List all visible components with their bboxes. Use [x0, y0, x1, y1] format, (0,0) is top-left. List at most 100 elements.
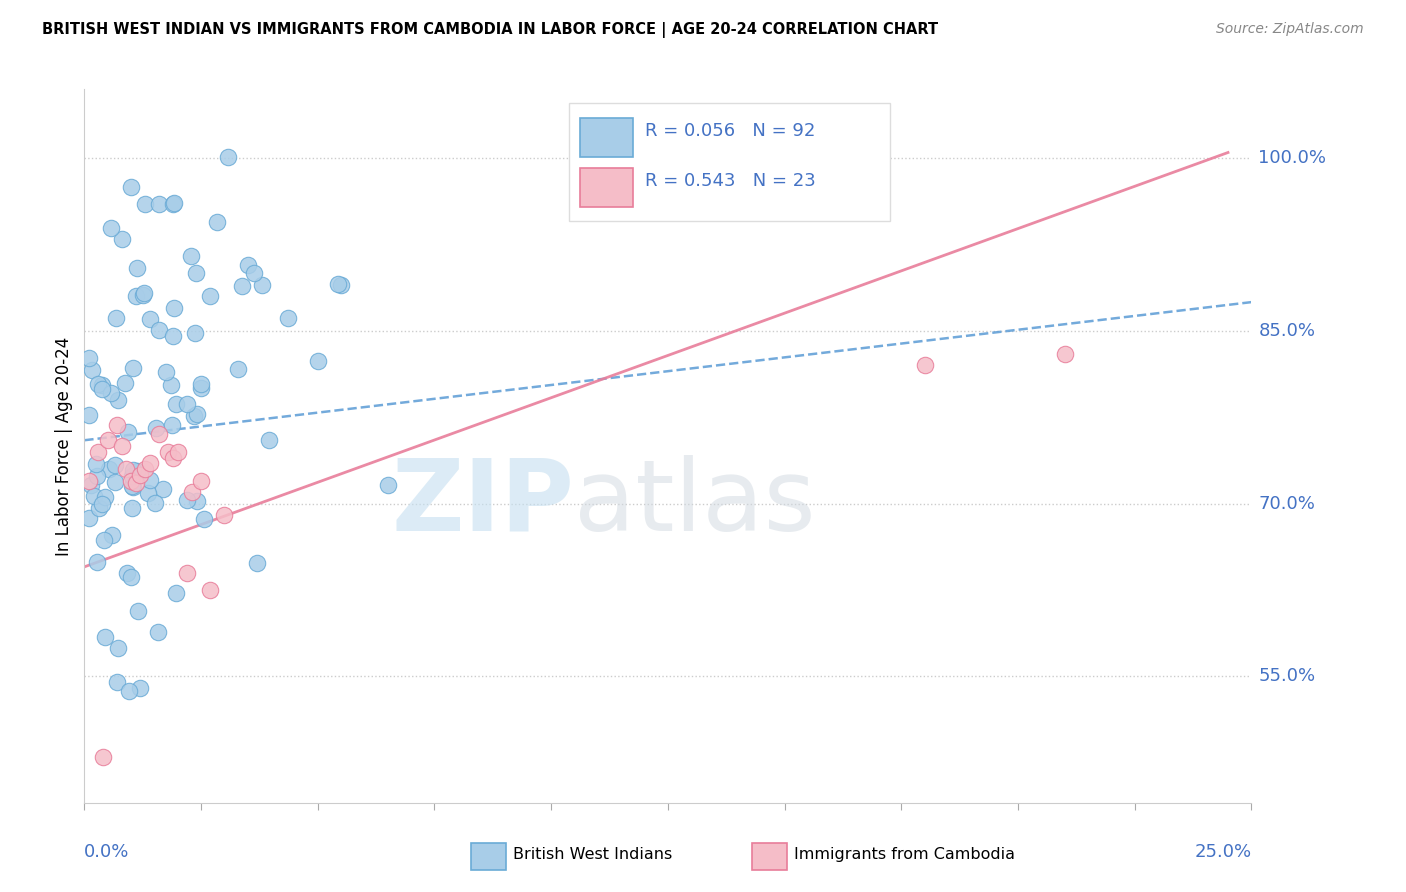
Point [114, 376, 136, 390]
Point [183, 326, 205, 340]
Point [129, 467, 152, 482]
Point [77, 511, 100, 525]
Point [136, 486, 159, 500]
Point [80, 478, 103, 492]
Point [91, 497, 114, 511]
Point [183, 409, 205, 423]
Point [107, 640, 129, 655]
Point [176, 397, 198, 411]
Point [77, 351, 100, 365]
Point [132, 285, 155, 300]
Point [77, 474, 100, 488]
Point [180, 249, 202, 263]
Text: R = 0.056   N = 92: R = 0.056 N = 92 [644, 121, 815, 139]
Point [101, 528, 124, 542]
Point [138, 456, 160, 470]
Point [121, 500, 143, 515]
Point [105, 310, 128, 325]
Point [104, 475, 127, 489]
Text: atlas: atlas [575, 455, 815, 551]
Point [132, 287, 155, 301]
Text: British West Indians: British West Indians [513, 847, 672, 863]
Point [162, 450, 184, 465]
Point [86, 469, 108, 483]
Point [120, 180, 142, 194]
Point [190, 381, 212, 395]
Point [190, 377, 212, 392]
Point [163, 301, 186, 315]
Point [121, 479, 143, 493]
Point [186, 493, 208, 508]
Text: ZIP: ZIP [392, 455, 575, 551]
Point [145, 421, 167, 435]
Text: 70.0%: 70.0% [1258, 494, 1315, 513]
Point [377, 478, 399, 492]
Point [246, 557, 269, 571]
Point [122, 480, 145, 494]
Point [243, 267, 266, 281]
Point [125, 475, 148, 490]
Point [200, 582, 222, 597]
Y-axis label: In Labor Force | Age 20-24: In Labor Force | Age 20-24 [55, 336, 73, 556]
Text: R = 0.543   N = 23: R = 0.543 N = 23 [644, 171, 815, 189]
Point [139, 473, 162, 487]
Point [105, 418, 128, 433]
Point [82, 363, 104, 377]
Point [146, 624, 169, 639]
Point [97, 434, 120, 448]
FancyBboxPatch shape [568, 103, 890, 221]
Point [125, 289, 148, 303]
FancyBboxPatch shape [581, 168, 633, 207]
Point [277, 310, 299, 325]
Point [104, 458, 127, 472]
FancyBboxPatch shape [581, 118, 633, 157]
Point [107, 393, 129, 408]
Point [162, 197, 184, 211]
Point [87, 501, 110, 516]
Point [200, 289, 222, 303]
Point [186, 407, 208, 421]
Point [105, 675, 128, 690]
Point [129, 681, 152, 695]
Point [193, 512, 215, 526]
Point [190, 474, 212, 488]
Point [205, 215, 228, 229]
Point [165, 586, 187, 600]
Point [127, 604, 149, 618]
Point [914, 359, 936, 373]
Point [100, 221, 122, 235]
Point [87, 444, 110, 458]
Point [214, 508, 236, 522]
Text: Immigrants from Cambodia: Immigrants from Cambodia [794, 847, 1015, 863]
Point [217, 150, 239, 164]
Point [186, 266, 208, 280]
Point [84, 457, 107, 471]
Point [257, 434, 280, 448]
Point [326, 277, 349, 291]
Point [121, 463, 143, 477]
Point [157, 444, 180, 458]
Point [87, 376, 110, 391]
Point [250, 277, 273, 292]
Point [160, 417, 183, 432]
Point [162, 328, 184, 343]
Text: 85.0%: 85.0% [1258, 322, 1316, 340]
Point [166, 444, 188, 458]
Point [115, 462, 138, 476]
Point [125, 260, 148, 275]
Text: 55.0%: 55.0% [1258, 667, 1316, 685]
Point [127, 464, 149, 478]
Point [160, 378, 183, 392]
Point [122, 361, 145, 376]
Point [94, 630, 117, 644]
Point [83, 489, 105, 503]
Point [121, 469, 143, 483]
Point [180, 485, 202, 500]
Point [100, 386, 122, 401]
Point [134, 462, 156, 476]
Point [117, 684, 139, 698]
Point [226, 362, 249, 376]
Point [134, 197, 156, 211]
Point [86, 555, 108, 569]
Point [93, 490, 115, 504]
